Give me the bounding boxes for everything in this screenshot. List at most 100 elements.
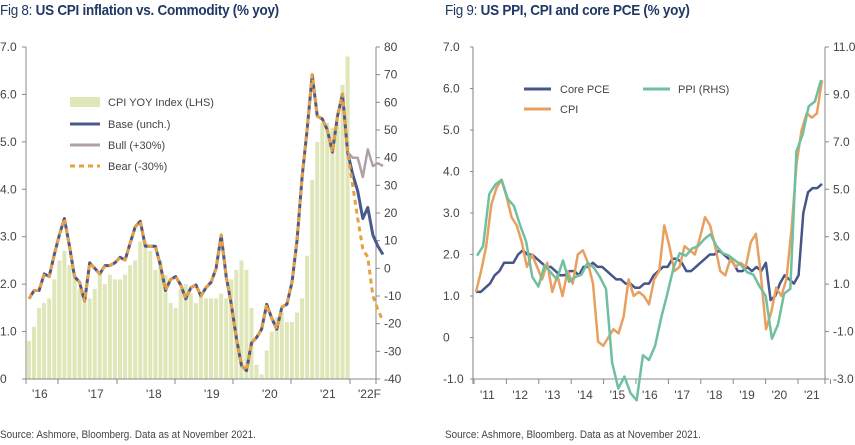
left-tick-label: 6.0 <box>443 82 460 96</box>
cpi-bar <box>87 298 92 379</box>
core-pce-line <box>476 182 823 302</box>
cpi-bar <box>269 331 274 379</box>
left-tick-label: 3.0 <box>0 230 17 244</box>
cpi-bar <box>123 274 128 379</box>
x-tick-label: '12 <box>512 388 528 402</box>
cpi-bar <box>158 260 163 379</box>
x-tick-label: '14 <box>577 388 593 402</box>
cpi-bar <box>183 284 188 379</box>
cpi-bar <box>27 341 31 379</box>
fig9-title: Fig 9: US PPI, CPI and core PCE (% yoy) <box>445 2 690 19</box>
cpi-bar <box>340 84 345 380</box>
left-tick-label: 1.0 <box>0 325 17 339</box>
cpi-bar <box>229 279 234 379</box>
cpi-bar <box>148 250 153 379</box>
cpi-bar <box>254 364 259 379</box>
right-tick-label: 1.0 <box>833 277 850 291</box>
left-tick-label: 4.0 <box>443 165 460 179</box>
x-tick-label: '15 <box>610 388 626 402</box>
cpi-bar <box>198 293 203 379</box>
cpi-bar <box>118 279 122 379</box>
cpi-bar <box>82 303 87 379</box>
left-tick-label: 3.0 <box>443 206 460 220</box>
right-tick-label: 9.0 <box>833 87 850 101</box>
x-tick-label: '21 <box>320 387 336 401</box>
legend-label-bull: Bull (+30%) <box>108 140 165 152</box>
cpi-bar <box>37 307 42 379</box>
right-tick-label: 80 <box>384 40 398 54</box>
cpi-bar <box>305 255 310 379</box>
cpi-bar <box>219 293 224 379</box>
cpi-bar <box>67 265 72 379</box>
left-tick-label: 7.0 <box>443 40 460 54</box>
legend-label-core-pce: Core PCE <box>560 84 610 96</box>
right-tick-label: 50 <box>384 123 398 137</box>
right-tick-label: 5.0 <box>833 182 850 196</box>
cpi-bar <box>163 274 168 379</box>
cpi-bar <box>62 250 67 379</box>
x-tick-label: '17 <box>674 388 690 402</box>
fig8-title: Fig 8: US CPI inflation vs. Commodity (%… <box>0 2 279 19</box>
left-tick-label: 5.0 <box>0 135 17 149</box>
cpi-bar <box>112 279 117 379</box>
x-tick-label: '16 <box>32 387 48 401</box>
cpi-bar <box>128 265 133 379</box>
legend-label-cpi: CPI YOY Index (LHS) <box>108 97 214 109</box>
cpi-bar <box>143 241 148 379</box>
cpi-bar <box>284 322 289 379</box>
left-tick-label: 2.0 <box>0 277 17 291</box>
cpi-bar <box>264 350 269 379</box>
right-tick-label: -3.0 <box>833 372 854 386</box>
cpi-line <box>474 80 824 348</box>
x-tick-label: '19 <box>739 388 755 402</box>
x-tick-label: '20 <box>262 387 278 401</box>
legend-label-bear: Bear (-30%) <box>108 161 167 173</box>
fig9-label: Fig 9: <box>445 2 478 19</box>
ppi-line <box>475 79 823 402</box>
cpi-bar <box>153 269 158 379</box>
left-tick-label: 0 <box>0 372 7 386</box>
cpi-bar <box>107 274 112 379</box>
cpi-bar <box>138 241 143 379</box>
fig8-label: Fig 8: <box>0 2 33 19</box>
cpi-bar <box>295 312 299 379</box>
bear-line <box>27 73 385 373</box>
cpi-bar <box>279 312 284 379</box>
cpi-bar <box>97 274 102 379</box>
right-tick-label: 7.0 <box>833 135 850 149</box>
left-tick-label: 4.0 <box>0 182 17 196</box>
cpi-bar <box>300 298 305 379</box>
left-tick-label: 2.0 <box>443 248 460 262</box>
right-tick-label: 60 <box>384 95 398 109</box>
cpi-bar <box>57 260 62 379</box>
cpi-bar <box>244 269 249 379</box>
x-tick-label: '20 <box>772 388 788 402</box>
right-tick-label: 0 <box>384 261 391 275</box>
right-tick-label: -30 <box>384 344 402 358</box>
legend-swatch-cpi <box>70 97 100 107</box>
cpi-bar <box>102 284 107 379</box>
right-tick-label: -40 <box>384 372 402 386</box>
bull-line <box>346 148 384 179</box>
fig8-source: Source: Ashmore, Bloomberg. Data as at N… <box>0 429 256 441</box>
cpi-bar <box>325 122 330 380</box>
x-tick-label: '18 <box>707 388 723 402</box>
cpi-bar <box>47 298 52 379</box>
right-tick-label: 70 <box>384 68 398 82</box>
x-tick-label: '13 <box>545 388 561 402</box>
cpi-bar <box>239 260 244 379</box>
left-tick-label: 1.0 <box>443 289 460 303</box>
cpi-bar <box>274 317 279 379</box>
right-tick-label: -10 <box>384 289 402 303</box>
left-tick-label: 7.0 <box>0 40 17 54</box>
left-tick-label: 0 <box>443 331 450 345</box>
cpi-bar <box>77 288 82 379</box>
cpi-bar <box>188 293 193 379</box>
cpi-bar <box>193 303 198 379</box>
right-tick-label: -20 <box>384 317 402 331</box>
right-tick-label: 11.0 <box>833 40 855 54</box>
cpi-bar <box>214 298 219 379</box>
cpi-bar <box>52 279 57 379</box>
fig8-title-text: US CPI inflation vs. Commodity (% yoy) <box>35 2 280 19</box>
cpi-bar <box>168 303 173 379</box>
